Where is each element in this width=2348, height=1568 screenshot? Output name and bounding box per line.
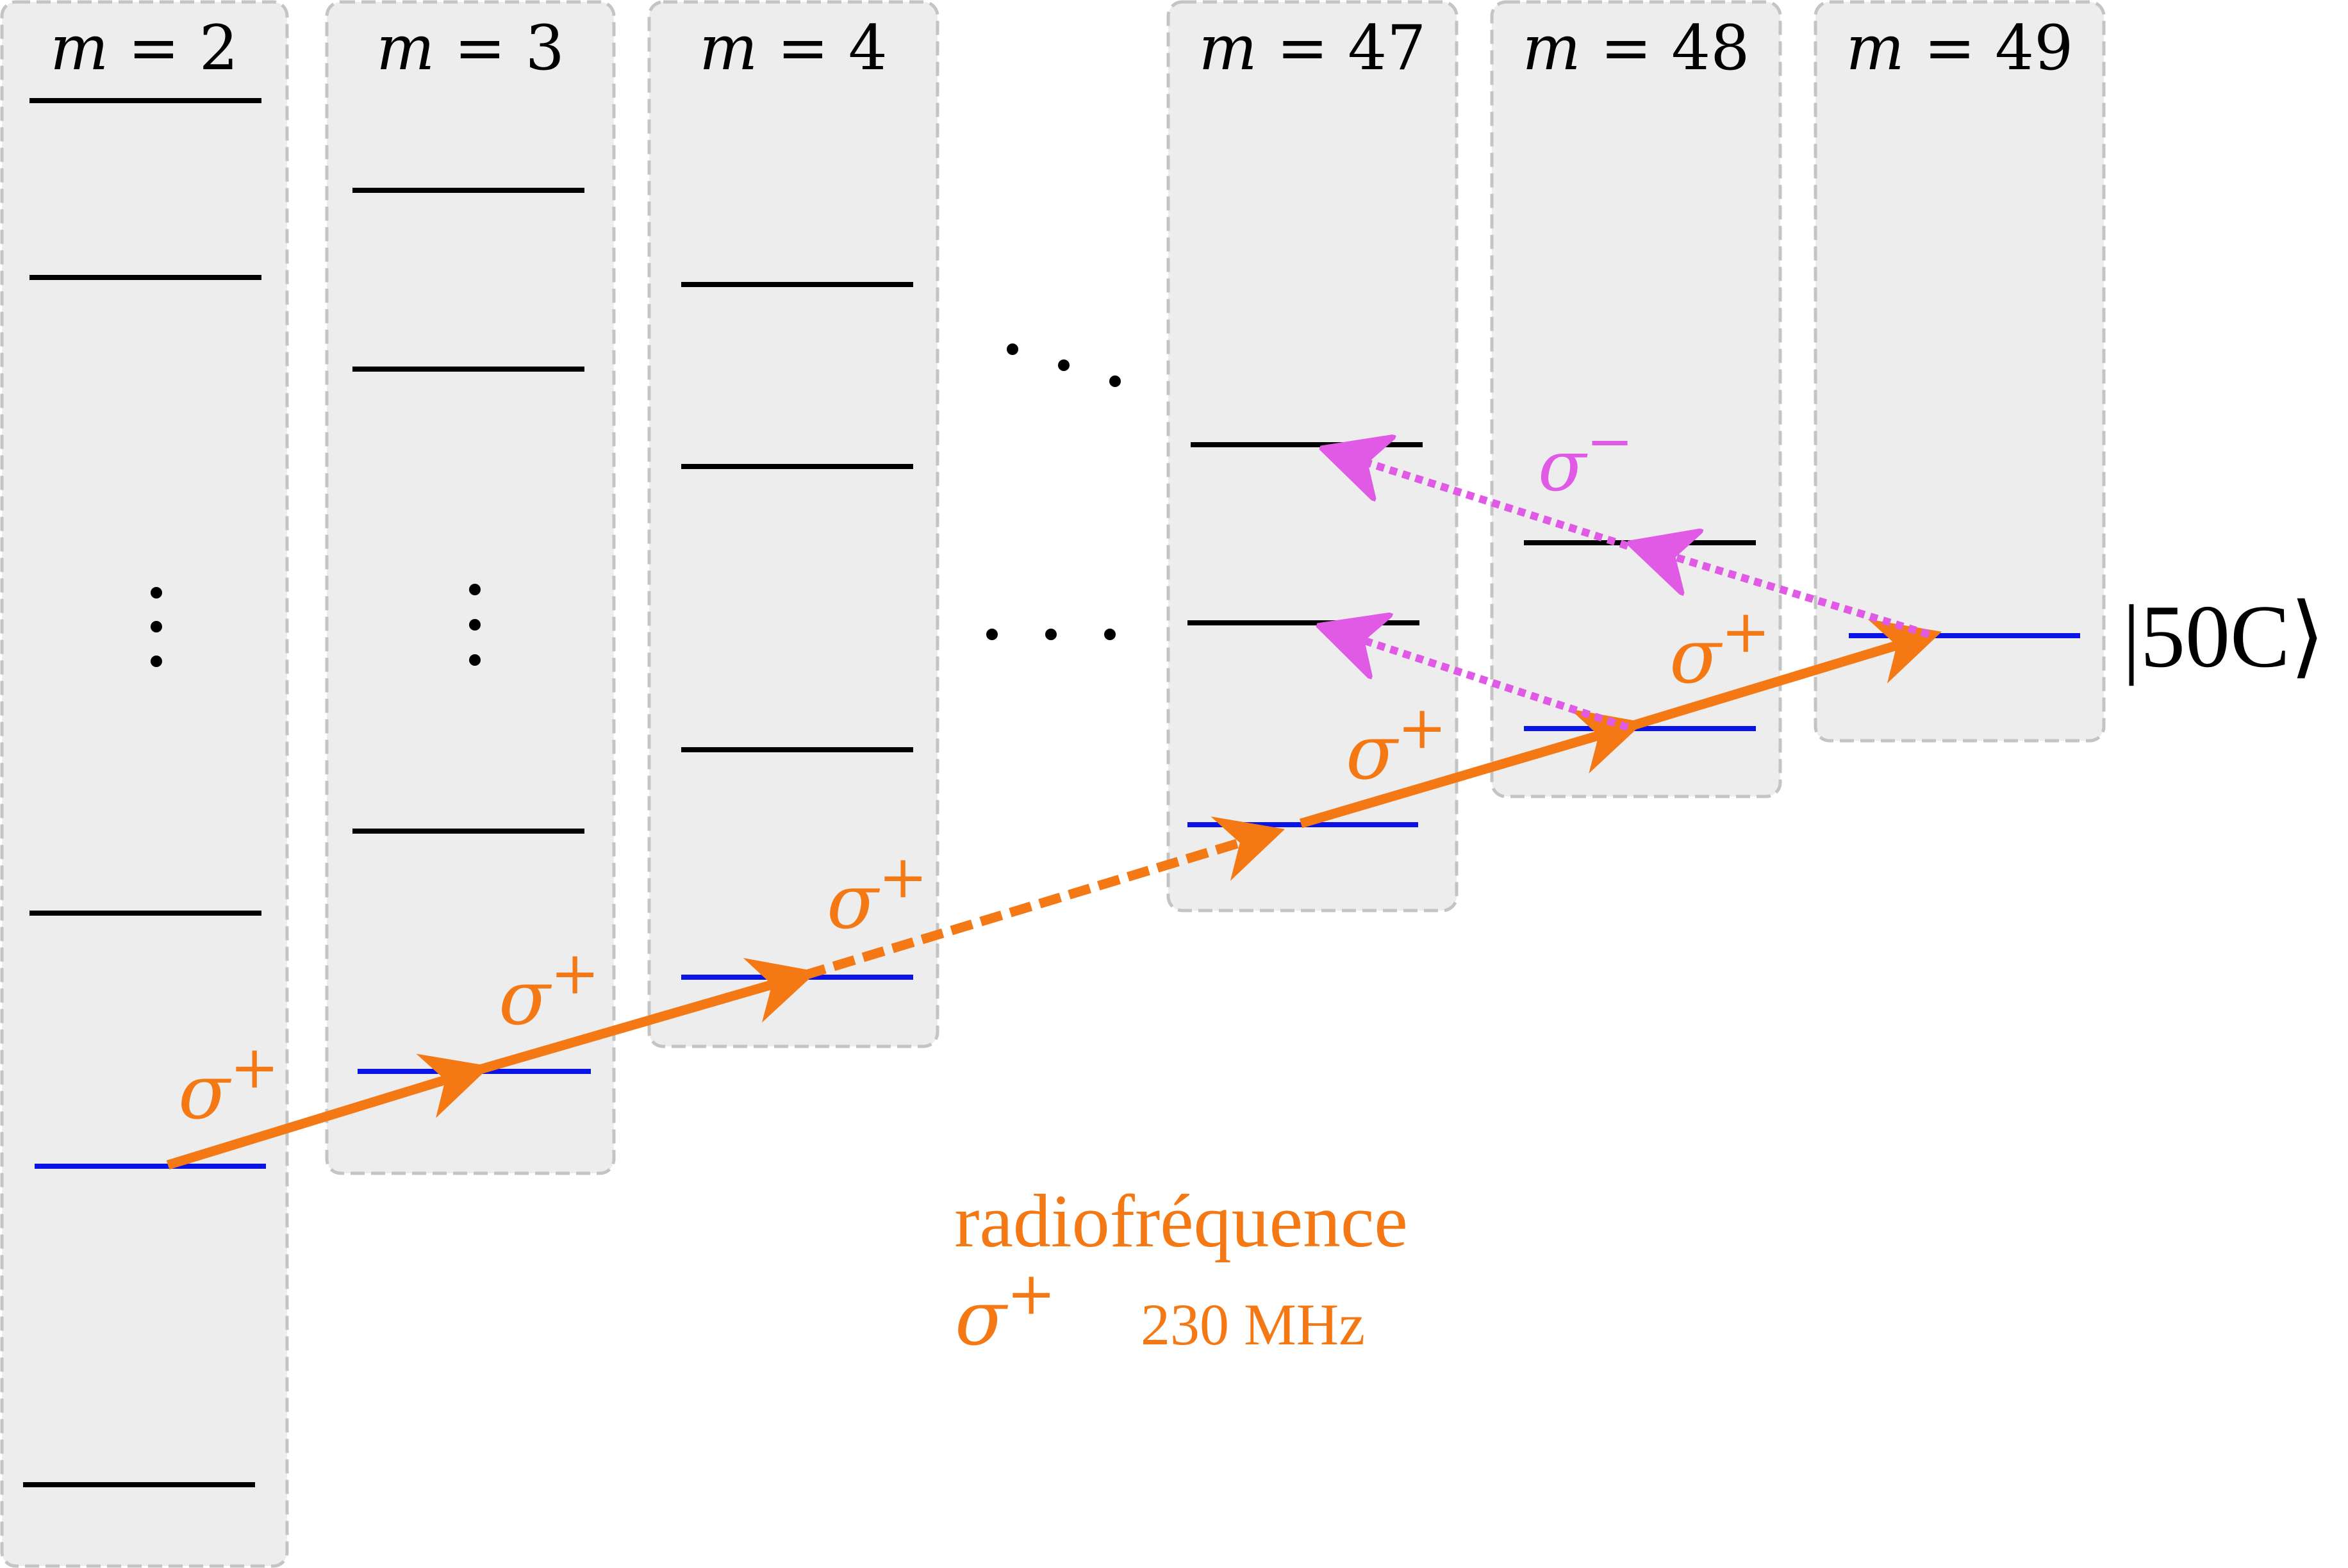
sigma-plus-label-2: σ+	[499, 939, 600, 1042]
sigma-plus-arrow-m2-m3	[166, 1053, 491, 1170]
rf-caption-frequency: 230 MHz	[1141, 1292, 1365, 1357]
sigma-plus-dashed-m4-m47	[802, 816, 1286, 980]
column-m47	[1166, 0, 1459, 912]
sigma-plus-label-5: σ+	[1669, 597, 1771, 700]
sigma-plus-label-3: σ+	[827, 843, 928, 946]
rf-caption-polarization: σ+	[955, 1259, 1056, 1362]
diagonal-ellipsis	[1007, 343, 1121, 387]
sigma-minus-label: σ−	[1538, 408, 1633, 507]
rf-caption-title: radiofréquence	[954, 1179, 1408, 1263]
sigma-minus-arrow-m49-m48	[1641, 547, 1930, 638]
column-m4	[647, 0, 939, 1048]
column-m48	[1490, 0, 1782, 798]
sigma-minus-arrow-m48-m47-lower	[1330, 629, 1629, 731]
sigma-plus-arrow-m3-m4	[475, 957, 818, 1075]
column-label-m3: m = 3	[376, 12, 565, 84]
column-m2	[0, 0, 289, 1568]
column-label-m4: m = 4	[699, 12, 888, 84]
state-label-50c: |50C⟩	[2122, 587, 2325, 686]
vertical-ellipsis-m2	[151, 587, 162, 667]
column-m49	[1814, 0, 2106, 743]
column-label-m48: m = 48	[1523, 12, 1750, 84]
sigma-plus-label-1: σ+	[178, 1033, 279, 1136]
column-label-m49: m = 49	[1846, 12, 2074, 84]
horizontal-ellipsis	[986, 629, 1116, 640]
sigma-plus-arrow-m47-m48	[1299, 709, 1644, 829]
sigma-minus-arrow-m48-m47-upper	[1333, 452, 1629, 550]
vertical-ellipsis-m3	[469, 584, 481, 666]
sigma-plus-label-4: σ+	[1346, 693, 1447, 796]
column-label-m47: m = 47	[1199, 12, 1426, 84]
column-label-m2: m = 2	[50, 12, 238, 84]
sigma-plus-arrow-m48-m49	[1629, 619, 1942, 731]
